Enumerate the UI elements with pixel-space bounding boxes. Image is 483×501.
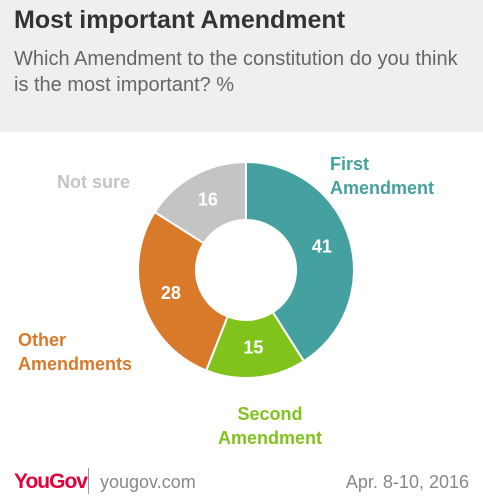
separator [88, 468, 89, 494]
category-label: First Amendment [330, 154, 435, 198]
donut-slice [153, 160, 247, 245]
value-label: 15 [243, 337, 263, 357]
value-label: 16 [198, 190, 218, 210]
donut-slice [245, 160, 355, 363]
donut-slice [137, 210, 229, 372]
header: Most important Amendment Which Amendment… [0, 0, 483, 132]
chart-title: Most important Amendment [14, 6, 346, 34]
category-label: Not sure [57, 172, 131, 192]
value-label: 41 [312, 237, 332, 257]
category-label: Second Amendment [217, 404, 322, 448]
category-label: Other Amendments [18, 330, 133, 374]
footer: YouGov yougov.com Apr. 8-10, 2016 [0, 464, 483, 501]
chart-subtitle: Which Amendment to the constitution do y… [14, 48, 458, 96]
date: Apr. 8-10, 2016 [345, 472, 469, 492]
site: yougov.com [100, 472, 196, 492]
brand-logo: YouGov [14, 470, 88, 493]
value-label: 28 [161, 283, 181, 303]
